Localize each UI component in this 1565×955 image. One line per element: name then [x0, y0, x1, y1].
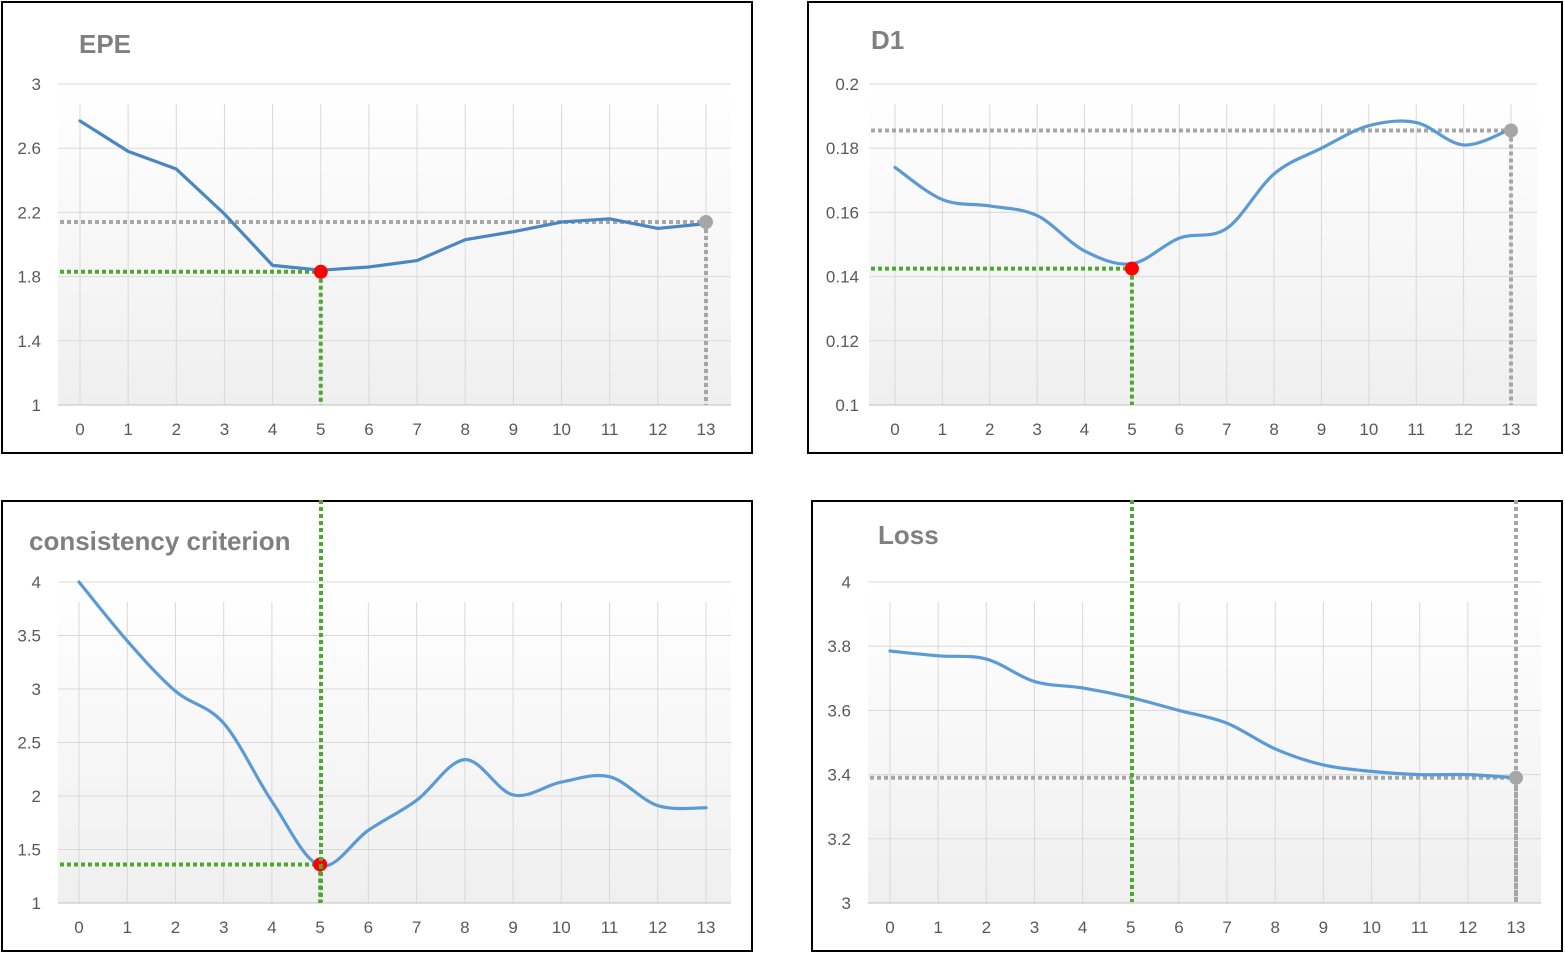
cross-panel-guides	[0, 0, 1565, 953]
